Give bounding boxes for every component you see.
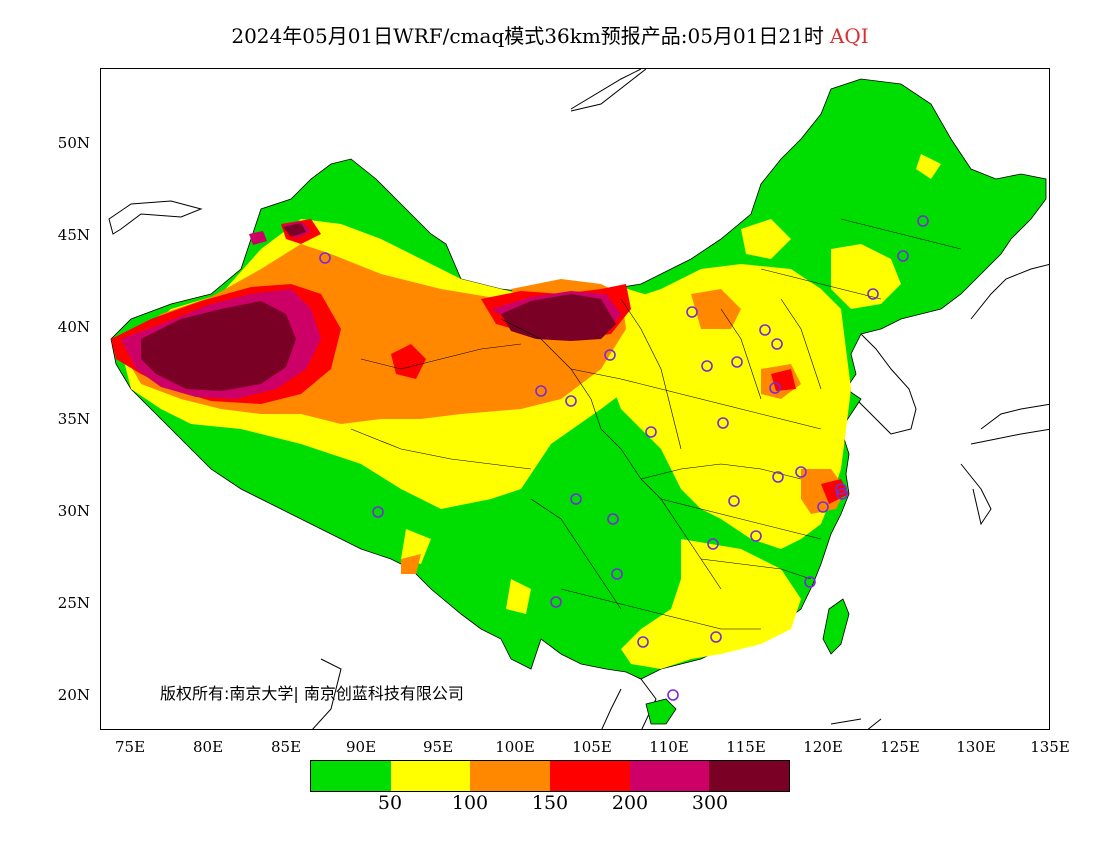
lat-label: 25N (57, 594, 90, 612)
lat-label: 20N (57, 686, 90, 704)
legend-swatch (390, 761, 471, 791)
taiwan-island (822, 598, 850, 655)
copyright-notice: 版权所有:南京大学| 南京创蓝科技有限公司 (160, 684, 464, 703)
legend-tick: 50 (377, 792, 403, 814)
coastlines (108, 69, 1049, 729)
legend-swatch (629, 761, 710, 791)
lon-label: 135E (1030, 738, 1070, 756)
station-markers (319, 215, 929, 701)
lon-label: 80E (192, 738, 224, 756)
lon-label: 105E (572, 738, 612, 756)
province-boundaries (350, 218, 962, 630)
lat-label: 45N (57, 226, 90, 244)
lon-label: 115E (726, 738, 766, 756)
aqi-map (108, 69, 1049, 729)
legend-tick: 300 (691, 792, 729, 814)
legend-tick: 150 (531, 792, 569, 814)
lat-label: 50N (57, 134, 90, 152)
lat-label: 40N (57, 318, 90, 336)
legend-swatch (709, 761, 790, 791)
lon-label: 75E (114, 738, 146, 756)
hazardous-zones (141, 223, 616, 391)
lon-label: 90E (345, 738, 377, 756)
color-legend (310, 760, 790, 792)
lat-label: 35N (57, 410, 90, 428)
lon-label: 100E (495, 738, 535, 756)
title-variable: AQI (829, 24, 869, 48)
lon-label: 125E (880, 738, 920, 756)
hainan-island (645, 698, 677, 725)
lon-label: 85E (270, 738, 302, 756)
title-text: 2024年05月01日WRF/cmaq模式36km预报产品:05月01日21时 (231, 24, 824, 48)
lon-label: 120E (803, 738, 843, 756)
legend-tick: 200 (611, 792, 649, 814)
map-frame (100, 68, 1050, 730)
map-title: 2024年05月01日WRF/cmaq模式36km预报产品:05月01日21时 A… (0, 20, 1100, 49)
lon-label: 130E (956, 738, 996, 756)
legend-swatch (470, 761, 551, 791)
legend-swatch (311, 761, 391, 791)
legend-tick: 100 (451, 792, 489, 814)
legend-swatch (550, 761, 630, 791)
lon-label: 95E (422, 738, 454, 756)
lon-label: 110E (649, 738, 689, 756)
lat-label: 30N (57, 502, 90, 520)
